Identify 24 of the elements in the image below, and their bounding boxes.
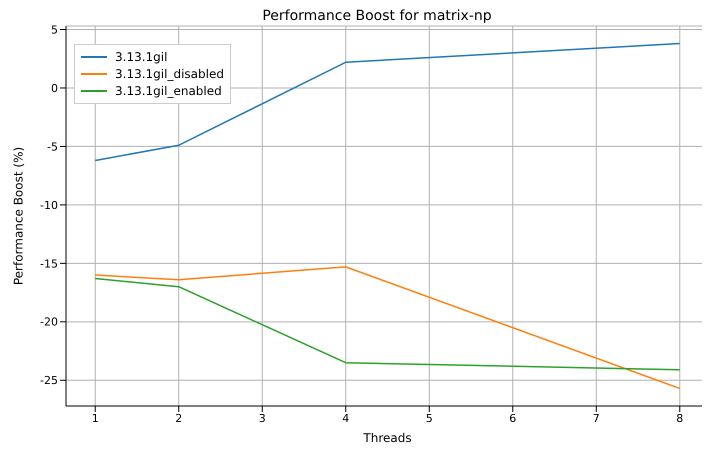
y-tick-label: -20: [40, 316, 58, 329]
y-axis-title: Performance Boost (%): [11, 146, 26, 286]
legend-label: 3.13.1gil_enabled: [115, 84, 222, 98]
y-tick-label: -15: [40, 257, 58, 270]
x-tick-label: 3: [258, 412, 266, 425]
legend-label: 3.13.1gil: [115, 50, 168, 64]
y-tick-label: 0: [51, 82, 58, 95]
legend-label: 3.13.1gil_disabled: [115, 67, 224, 81]
x-axis-title: Threads: [362, 431, 412, 445]
x-tick-label: 7: [592, 412, 600, 425]
x-tick-label: 2: [175, 412, 182, 425]
x-tick-label: 6: [509, 412, 516, 425]
line-series: [94, 278, 681, 371]
x-tick-label: 5: [426, 412, 433, 425]
y-tick-label: -10: [40, 198, 58, 212]
chart-title: Performance Boost for matrix-np: [261, 8, 493, 24]
y-tick-label: -5: [47, 140, 58, 154]
y-tick-label: -25: [40, 374, 58, 388]
x-tick-label: 8: [676, 412, 684, 425]
x-tick-label: 4: [342, 412, 350, 425]
x-tick-label: 1: [92, 412, 99, 425]
line-series: [94, 266, 681, 390]
line-series: [94, 42, 681, 162]
y-tick-label: 5: [51, 23, 58, 36]
